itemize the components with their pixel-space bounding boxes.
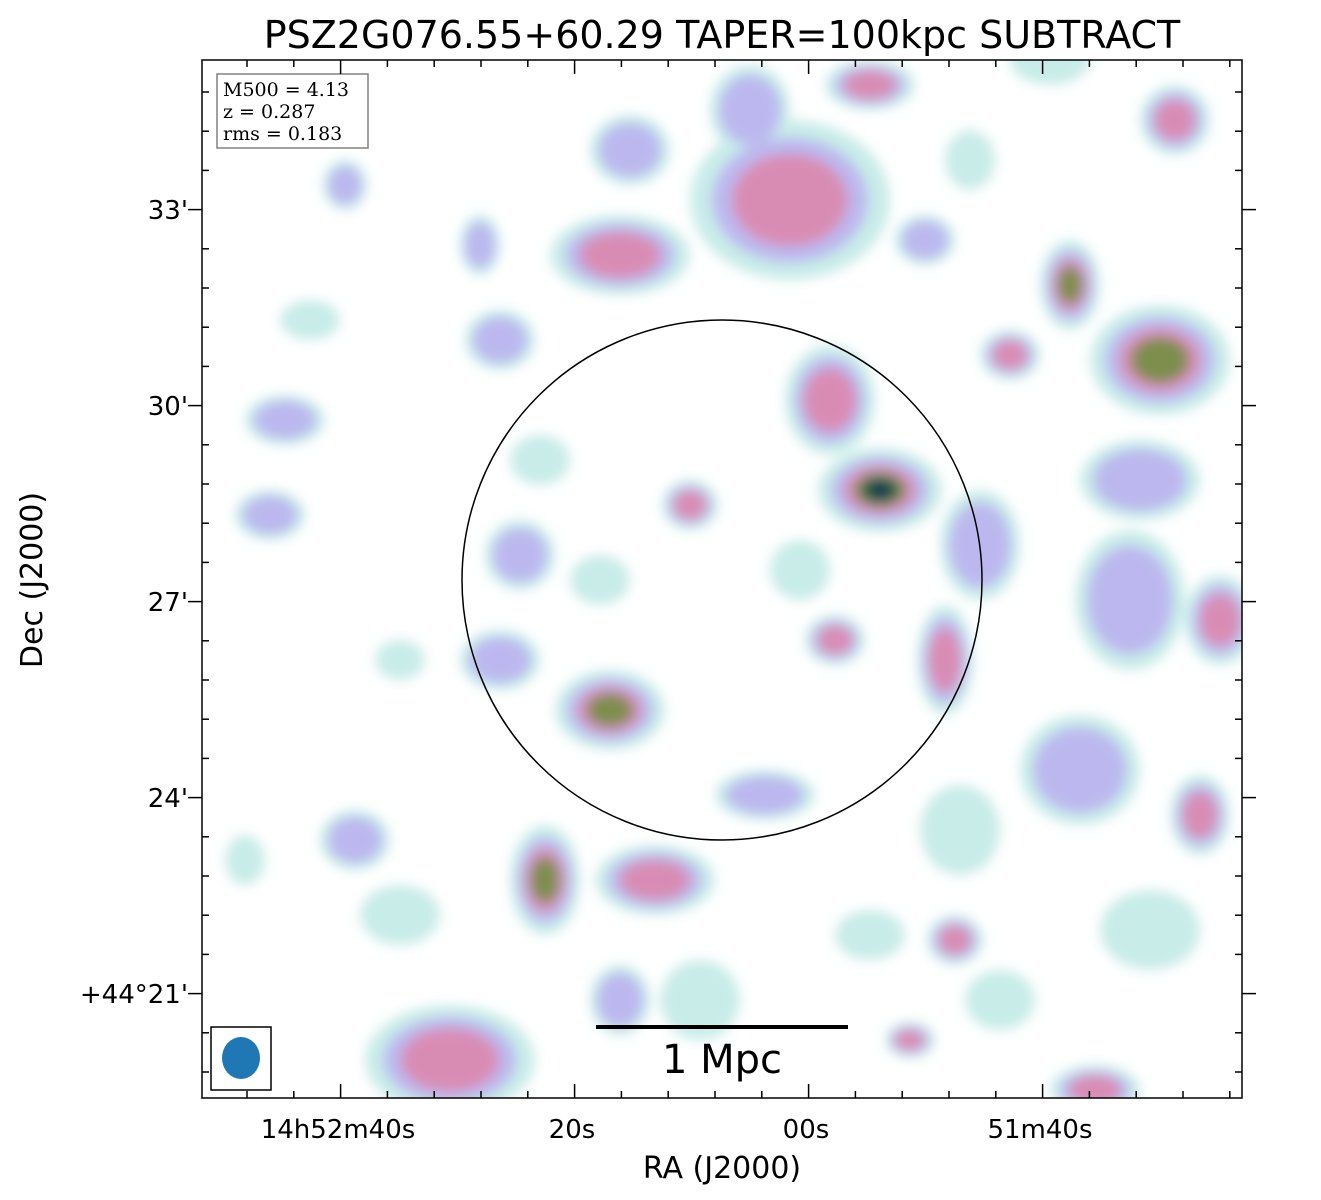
emission-blob xyxy=(253,400,317,440)
emission-blob xyxy=(1130,336,1190,384)
emission-blob xyxy=(817,625,853,655)
emission-blob xyxy=(928,628,962,692)
emission-blob xyxy=(280,300,340,340)
emission-blob xyxy=(596,972,644,1028)
emission-blob xyxy=(843,70,897,100)
emission-blob xyxy=(510,435,570,485)
emission-blob xyxy=(1199,593,1241,647)
emission-blob xyxy=(726,775,804,815)
y-tick-label: +44°21' xyxy=(80,980,188,1010)
x-tick-label: 00s xyxy=(783,1115,830,1145)
y-tick-label: 33' xyxy=(148,196,188,226)
beam-ellipse xyxy=(222,1037,260,1079)
emission-blob xyxy=(530,856,560,904)
emission-blob xyxy=(1182,791,1218,839)
emission-blob xyxy=(360,885,440,945)
emission-blob xyxy=(1093,448,1187,512)
emission-blob xyxy=(938,925,972,955)
x-axis-label: RA (J2000) xyxy=(643,1151,801,1186)
emission-blob xyxy=(803,368,857,432)
emission-blob xyxy=(901,220,949,260)
emission-blob xyxy=(598,122,662,178)
emission-blob xyxy=(468,636,532,684)
chart-title: PSZ2G076.55+60.29 TAPER=100kpc SUBTRACT xyxy=(264,13,1181,57)
emission-blob xyxy=(400,1028,500,1092)
x-tick-label: 20s xyxy=(549,1115,596,1145)
emission-blob xyxy=(464,221,496,269)
emission-blob xyxy=(895,1029,925,1051)
emission-blob xyxy=(570,555,630,605)
emission-blob xyxy=(327,165,363,205)
emission-blob xyxy=(1068,1075,1122,1098)
x-tick-label: 51m40s xyxy=(987,1115,1092,1145)
emission-blob xyxy=(620,859,690,901)
emission-blob xyxy=(1033,727,1127,813)
emission-blob xyxy=(1010,60,1090,85)
r500-circle xyxy=(461,319,983,841)
map-area: 1 Mpc xyxy=(202,60,1242,1098)
emission-blob xyxy=(586,693,634,727)
emission-blob xyxy=(992,340,1028,370)
emission-blob xyxy=(660,960,740,1040)
emission-blob xyxy=(1154,99,1196,141)
y-tick-label: 30' xyxy=(148,392,188,422)
y-tick-label: 24' xyxy=(148,784,188,814)
emission-blob xyxy=(673,490,707,520)
emission-blob xyxy=(718,74,782,146)
info-box: M500 = 4.13 z = 0.287 rms = 0.183 xyxy=(216,73,369,149)
emission-blob xyxy=(920,785,1000,875)
emission-blob xyxy=(1087,545,1173,655)
emission-blob xyxy=(327,816,383,864)
emission-blob xyxy=(1057,266,1083,304)
emission-blob xyxy=(867,481,893,499)
info-m500: M500 = 4.13 xyxy=(223,79,349,101)
emission-blob xyxy=(492,527,548,583)
emission-blob xyxy=(1100,890,1200,970)
emission-blob xyxy=(375,640,425,680)
emission-blob xyxy=(579,231,661,279)
emission-blob xyxy=(965,970,1035,1030)
info-rms: rms = 0.183 xyxy=(223,123,342,145)
x-tick-label: 14h52m40s xyxy=(261,1115,416,1145)
axis-ticks xyxy=(188,60,1256,1098)
scalebar-label: 1 Mpc xyxy=(662,1037,782,1083)
x-tick-labels: 14h52m40s 20s 00s 51m40s xyxy=(261,1115,1093,1145)
plot-frame xyxy=(201,59,1243,1099)
y-tick-labels: 33' 30' 27' 24' +44°21' xyxy=(80,196,188,1010)
emission-blob xyxy=(770,540,830,600)
emission-blob xyxy=(945,130,995,190)
emission-blob xyxy=(472,316,528,364)
emission-blob xyxy=(242,495,298,535)
y-axis-label: Dec (J2000) xyxy=(15,492,50,668)
emission-blob xyxy=(835,910,905,960)
emission-blob xyxy=(732,153,848,247)
y-tick-label: 27' xyxy=(148,588,188,618)
info-z: z = 0.287 xyxy=(223,101,315,123)
emission-blob xyxy=(225,835,265,885)
